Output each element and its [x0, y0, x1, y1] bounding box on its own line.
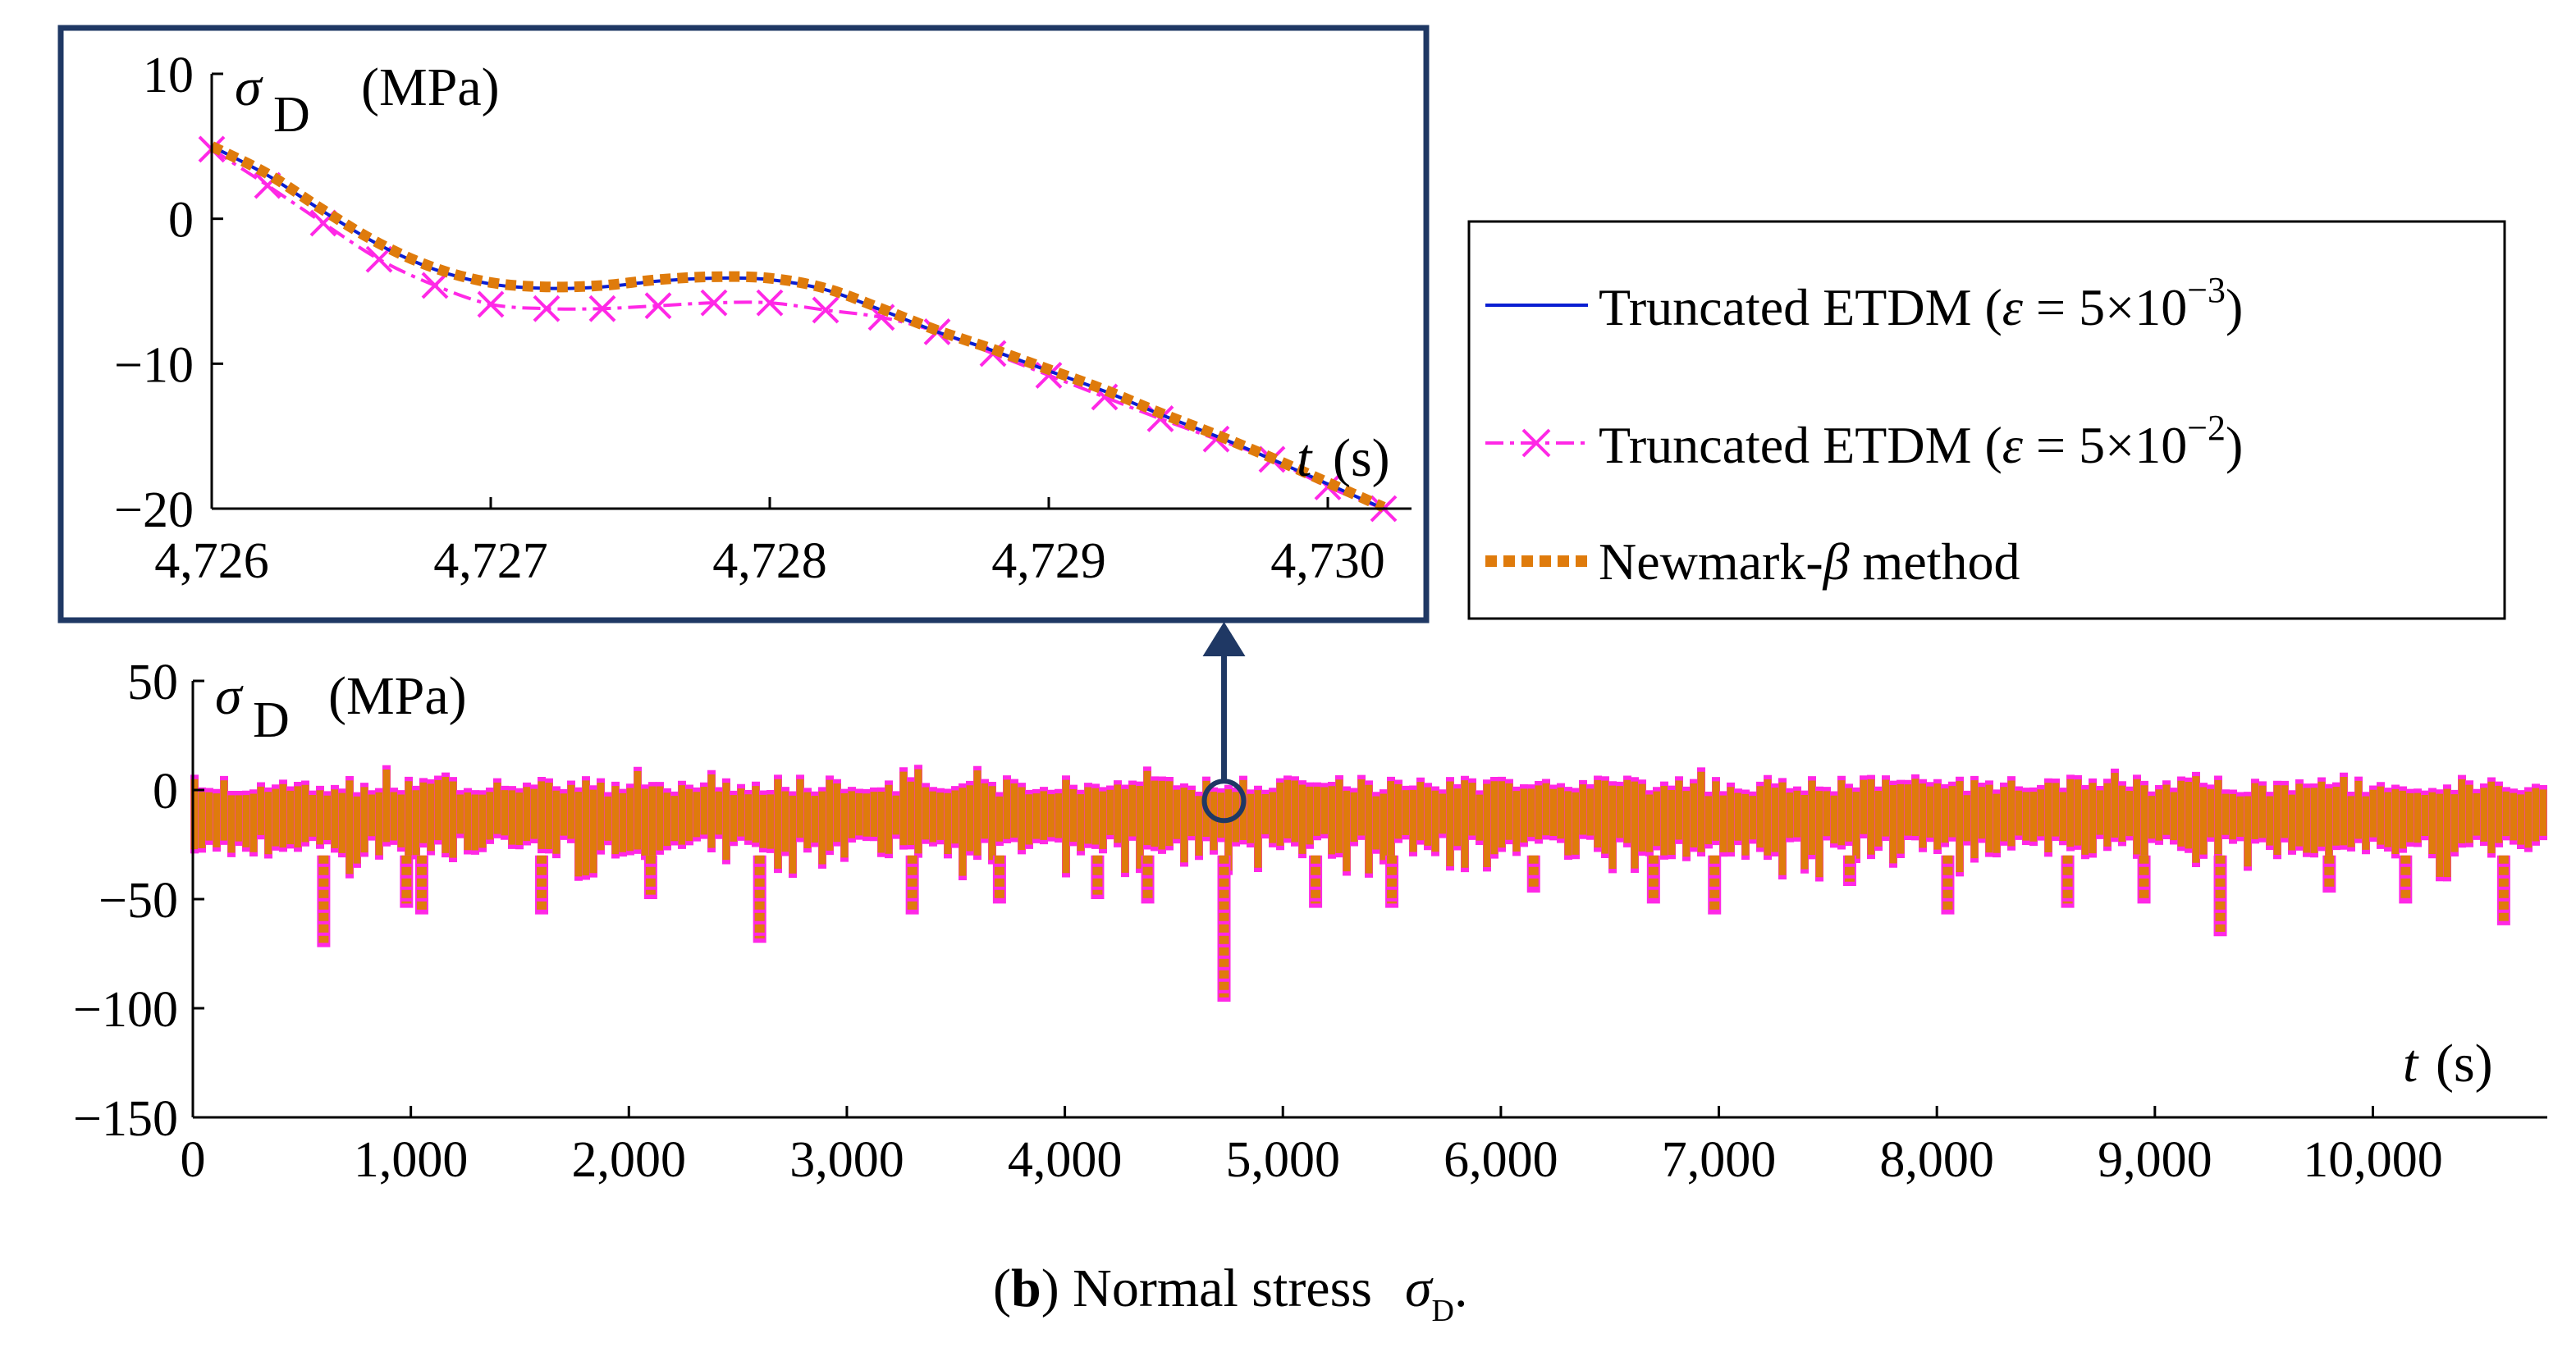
inset-ylabel-sub: D	[273, 87, 310, 143]
legend-entry-newmark: Newmark-β method	[1485, 532, 2020, 591]
main-ylabel-unit: (MPa)	[328, 666, 467, 726]
inset-x-marker	[365, 245, 393, 273]
inset-x-marker	[477, 290, 505, 318]
zoom-marker-circle	[1201, 779, 1247, 824]
inset-x-marker	[644, 292, 672, 320]
main-x-tick-label: 6,000	[1444, 1132, 1558, 1188]
main-y-ticks: 50 0 −50 −100 −150	[73, 655, 204, 1147]
main-xlabel-unit: (s)	[2436, 1034, 2493, 1094]
main-chart: 50 0 −50 −100 −150 0 1,000 2,000 3,000 4,000 5,00…	[73, 622, 2547, 1188]
inset-y-tick-label: 10	[143, 48, 194, 103]
inset-y-tick-label: 0	[168, 193, 194, 249]
legend-label-etdm-small: Truncated ETDM (ε = 5×10−3)	[1599, 270, 2243, 336]
inset-x-tick-label: 4,728	[712, 533, 827, 589]
inset-x-marker	[421, 272, 449, 299]
main-signal-spikes	[317, 855, 2510, 1002]
inset-ylabel-unit: (MPa)	[361, 57, 500, 117]
inset-x-marker	[533, 295, 560, 322]
main-y-tick-label: −50	[98, 873, 178, 929]
inset-axes	[210, 74, 1412, 510]
inset-y-axis-label: σ D (MPa)	[235, 57, 500, 143]
main-x-tick-label: 7,000	[1662, 1132, 1777, 1188]
main-x-tick-label: 9,000	[2098, 1132, 2212, 1188]
main-y-tick-label: −150	[73, 1091, 178, 1147]
legend-x-marker-icon	[1521, 428, 1551, 458]
main-x-tick-label: 5,000	[1225, 1132, 1340, 1188]
main-signal-band	[190, 765, 2547, 882]
main-x-tick-label: 1,000	[354, 1132, 469, 1188]
inset-x-tick-label: 4,729	[991, 533, 1106, 589]
legend-entry-etdm-small: Truncated ETDM (ε = 5×10−3)	[1485, 270, 2243, 336]
legend-entry-etdm-large: Truncated ETDM (ε = 5×10−2)	[1485, 408, 2243, 474]
inset-frame	[57, 25, 1430, 623]
inset-x-axis-label: t (s)	[1297, 428, 1390, 488]
main-xlabel-var: t	[2403, 1034, 2419, 1094]
inset-series	[198, 135, 1398, 523]
inset-xlabel-var: t	[1297, 428, 1313, 488]
inset-x-ticks: 4,726 4,727 4,728 4,729 4,730	[154, 497, 1385, 589]
inset-chart: 10 0 −10 −20 4,726 4,727 4,728 4,729 4,730 σ D …	[57, 25, 1430, 623]
inset-y-tick-label: −10	[114, 337, 194, 393]
inset-x-marker	[756, 289, 784, 317]
inset-y-ticks: 10 0 −10 −20	[114, 48, 223, 538]
zoom-arrow-head	[1202, 622, 1246, 656]
main-y-tick-label: −100	[73, 982, 178, 1038]
inset-ylabel-symbol: σ	[235, 57, 263, 117]
legend-label-etdm-large: Truncated ETDM (ε = 5×10−2)	[1599, 408, 2243, 474]
legend-label-newmark: Newmark-β method	[1599, 532, 2020, 591]
inset-x-marker	[700, 289, 728, 317]
figure-caption: (b) Normal stress σD.	[993, 1258, 1467, 1328]
main-ylabel-sub: D	[253, 692, 290, 748]
main-x-tick-label: 0	[181, 1132, 206, 1188]
inset-y-tick-label: −20	[114, 482, 194, 538]
main-y-tick-label: 50	[127, 655, 178, 710]
main-x-tick-label: 4,000	[1008, 1132, 1123, 1188]
inset-x-marker	[812, 296, 840, 324]
inset-x-tick-label: 4,730	[1270, 533, 1385, 589]
main-ylabel-symbol: σ	[215, 666, 244, 726]
main-x-tick-label: 2,000	[572, 1132, 687, 1188]
inset-x-tick-label: 4,727	[433, 533, 548, 589]
main-x-ticks: 0 1,000 2,000 3,000 4,000 5,000 6,000 7,000 8,00…	[181, 1106, 2443, 1188]
main-x-tick-label: 10,000	[2303, 1132, 2443, 1188]
inset-xlabel-unit: (s)	[1333, 428, 1390, 488]
legend: Truncated ETDM (ε = 5×10−3) Truncated ET…	[1467, 220, 2506, 620]
inset-series-newmark-line	[209, 141, 1386, 513]
main-y-tick-label: 0	[153, 764, 178, 820]
main-x-tick-label: 8,000	[1879, 1132, 1994, 1188]
main-x-tick-label: 3,000	[789, 1132, 904, 1188]
main-x-axis-label: t (s)	[2403, 1034, 2493, 1094]
main-y-axis-label: σ D (MPa)	[215, 666, 467, 748]
inset-x-marker	[588, 295, 616, 322]
inset-x-tick-label: 4,726	[154, 533, 269, 589]
legend-box	[1467, 220, 2506, 620]
